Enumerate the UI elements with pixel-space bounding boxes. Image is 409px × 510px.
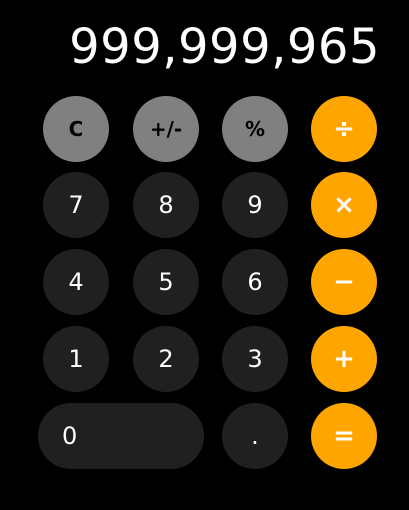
subtract-button[interactable]: − <box>311 249 377 315</box>
digit-8-button[interactable]: 8 <box>133 172 199 238</box>
digit-3-button[interactable]: 3 <box>222 326 288 392</box>
multiply-button[interactable]: × <box>311 172 377 238</box>
digit-1-button[interactable]: 1 <box>43 326 109 392</box>
digit-5-button[interactable]: 5 <box>133 249 199 315</box>
digit-7-button[interactable]: 7 <box>43 172 109 238</box>
add-button[interactable]: + <box>311 326 377 392</box>
clear-button[interactable]: C <box>43 96 109 162</box>
toggle-sign-button[interactable]: +/- <box>133 96 199 162</box>
digit-6-button[interactable]: 6 <box>222 249 288 315</box>
digit-2-button[interactable]: 2 <box>133 326 199 392</box>
equals-button[interactable]: = <box>311 403 377 469</box>
percent-button[interactable]: % <box>222 96 288 162</box>
display-value: 999,999,965 <box>69 19 380 75</box>
divide-button[interactable]: ÷ <box>311 96 377 162</box>
digit-0-button[interactable]: 0 <box>38 403 204 469</box>
digit-9-button[interactable]: 9 <box>222 172 288 238</box>
decimal-button[interactable]: . <box>222 403 288 469</box>
digit-4-button[interactable]: 4 <box>43 249 109 315</box>
